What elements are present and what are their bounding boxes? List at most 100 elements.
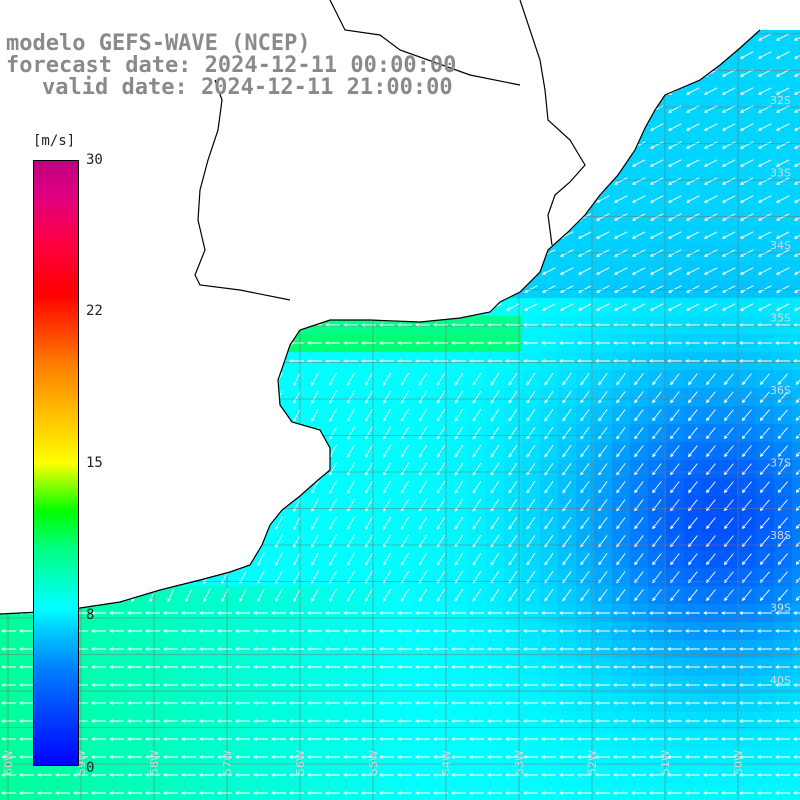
wind-arrow — [91, 773, 106, 777]
wind-arrow — [1, 647, 16, 651]
wind-arrow — [739, 87, 754, 95]
wind-arrow — [721, 195, 736, 203]
wind-arrow — [397, 683, 412, 687]
wind-arrow — [325, 755, 340, 759]
forecast-date: forecast date: 2024-12-11 00:00:00 — [6, 53, 457, 78]
wind-arrow — [688, 391, 698, 404]
wind-arrow — [723, 409, 734, 422]
wind-arrow — [741, 409, 752, 422]
wind-arrow — [667, 341, 682, 345]
wind-arrow — [325, 737, 340, 741]
wind-arrow — [253, 755, 268, 759]
wind-arrow — [559, 665, 574, 669]
wind-arrow — [343, 359, 358, 363]
wind-arrow — [562, 589, 572, 602]
wind-arrow — [541, 611, 556, 615]
wind-arrow — [91, 701, 106, 705]
wind-arrow — [523, 647, 538, 651]
wind-arrow — [311, 480, 319, 494]
wind-arrow — [469, 341, 484, 345]
wind-arrow — [793, 73, 800, 77]
wind-arrow — [347, 516, 355, 530]
wind-arrow — [361, 737, 376, 741]
field-cell — [792, 136, 800, 155]
wind-arrow — [775, 285, 790, 293]
wind-arrow — [703, 629, 718, 633]
wind-arrow — [795, 595, 800, 601]
wind-arrow — [400, 372, 410, 386]
wind-arrow — [325, 683, 340, 687]
wind-arrow — [311, 390, 319, 404]
field-cell — [54, 784, 73, 800]
wind-arrow — [685, 177, 700, 185]
wind-arrow — [741, 481, 752, 494]
wind-arrow — [580, 571, 590, 584]
wind-arrow — [163, 611, 178, 615]
wind-arrow — [667, 773, 682, 777]
wind-arrow — [181, 629, 196, 633]
lat-label: 37S — [770, 457, 791, 470]
wind-arrow — [271, 755, 286, 759]
wind-arrow — [235, 791, 250, 795]
field-cell — [648, 784, 667, 800]
wind-arrow — [271, 683, 286, 687]
wind-arrow — [613, 647, 628, 651]
colorbar-tick-22: 22 — [86, 303, 103, 319]
wind-arrow — [418, 570, 428, 584]
wind-arrow — [667, 123, 682, 131]
wind-arrow — [508, 426, 518, 440]
wind-arrow — [739, 159, 754, 167]
wind-arrow — [741, 445, 752, 458]
wind-arrow — [329, 426, 337, 440]
wind-arrow — [595, 683, 610, 687]
wind-arrow — [91, 611, 106, 615]
field-cell — [792, 568, 800, 587]
wind-arrow — [649, 267, 664, 275]
wind-arrow — [526, 570, 536, 584]
wind-arrow — [145, 755, 160, 759]
wind-arrow — [541, 791, 556, 795]
wind-arrow — [329, 390, 337, 404]
wind-arrow — [109, 791, 124, 795]
wind-arrow — [235, 773, 250, 777]
wind-arrow — [469, 701, 484, 705]
wind-arrow — [739, 123, 754, 131]
wind-arrow — [598, 517, 608, 530]
wind-arrow — [487, 737, 502, 741]
field-cell — [774, 784, 793, 800]
wind-arrow — [436, 462, 446, 476]
wind-arrow — [347, 570, 355, 584]
wind-arrow — [163, 683, 178, 687]
wind-arrow — [559, 303, 574, 311]
wind-arrow — [703, 213, 718, 221]
wind-arrow — [649, 213, 664, 221]
wind-arrow — [652, 445, 662, 458]
wind-arrow — [595, 791, 610, 795]
wind-arrow — [472, 426, 482, 440]
wind-arrow — [127, 737, 142, 741]
field-cell — [792, 118, 800, 137]
field-cell — [666, 784, 685, 800]
wind-arrow — [400, 480, 410, 494]
wind-arrow — [379, 629, 394, 633]
wind-arrow — [415, 647, 430, 651]
wind-arrow — [721, 719, 736, 723]
wind-arrow — [634, 463, 644, 476]
wind-arrow — [487, 701, 502, 705]
wind-arrow — [757, 159, 772, 167]
wind-arrow — [793, 145, 800, 149]
wind-arrow — [631, 267, 646, 275]
wind-arrow — [685, 611, 700, 615]
wind-arrow — [451, 773, 466, 777]
wind-arrow — [253, 683, 268, 687]
wind-arrow — [382, 480, 391, 494]
wind-arrow — [634, 589, 644, 602]
wind-arrow — [685, 285, 700, 293]
field-cell — [792, 424, 800, 443]
wind-arrow — [562, 571, 572, 584]
wind-arrow — [271, 773, 286, 777]
wind-arrow — [757, 195, 772, 203]
wind-arrow — [703, 359, 718, 363]
wind-arrow — [631, 285, 646, 293]
wind-arrow — [415, 629, 430, 633]
